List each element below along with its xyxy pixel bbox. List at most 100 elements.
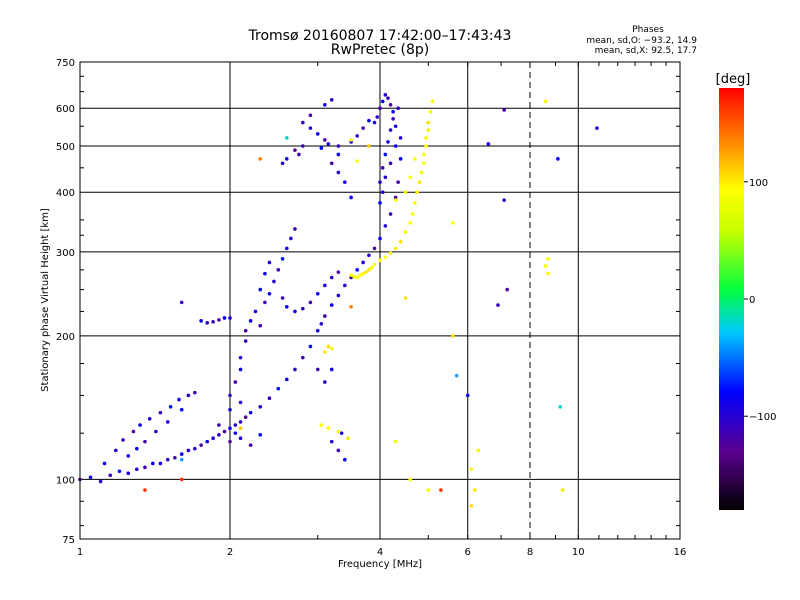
y-axis-label: Stationary phase Virtual Height [km] (40, 208, 51, 392)
o-mode-point (308, 126, 313, 130)
o-mode-point (193, 446, 197, 451)
o-mode-point (143, 439, 147, 444)
x-tick-label: 8 (527, 547, 533, 558)
o-mode-point (329, 439, 334, 444)
o-mode-point (173, 455, 177, 460)
o-mode-point (233, 431, 238, 435)
x-tick-label: 10 (572, 547, 585, 558)
x-mode-point (323, 350, 327, 354)
o-mode-point (280, 296, 285, 300)
o-mode-point (258, 287, 263, 292)
x-mode-point (403, 230, 408, 234)
x-mode-point (372, 262, 377, 267)
o-mode-point (323, 380, 327, 384)
o-mode-point (293, 148, 297, 152)
noise-point (284, 136, 289, 140)
o-mode-point (329, 161, 334, 166)
o-mode-point (238, 400, 243, 405)
phases-x-stats: mean, sd,X: 92.5, 17.7 (595, 46, 697, 56)
o-mode-point (243, 415, 248, 420)
o-mode-point (263, 271, 267, 276)
x-tick-label: 16 (674, 547, 687, 558)
o-mode-point (393, 144, 398, 148)
o-mode-point (308, 300, 313, 305)
o-mode-point (165, 457, 170, 462)
x-mode-point (326, 426, 331, 431)
o-mode-point (222, 316, 227, 320)
o-mode-point (372, 120, 377, 125)
o-mode-point (126, 454, 131, 458)
o-mode-point (134, 446, 139, 451)
o-mode-point (121, 438, 125, 442)
o-mode-point (284, 157, 289, 161)
o-mode-point (284, 246, 289, 251)
o-mode-point (158, 410, 163, 415)
o-mode-point (378, 106, 382, 111)
o-mode-point (329, 303, 334, 307)
o-mode-point (228, 439, 232, 444)
x-mode-point (426, 128, 431, 132)
o-mode-point (383, 175, 388, 180)
x-mode-point (403, 190, 408, 195)
o-mode-point (228, 407, 232, 412)
y-tick-label: 75 (62, 535, 75, 546)
x-mode-point (393, 439, 398, 444)
o-mode-point (301, 306, 305, 311)
o-mode-point (367, 118, 371, 123)
o-mode-point (378, 236, 382, 241)
o-mode-point (556, 157, 560, 161)
o-mode-point (217, 423, 221, 427)
y-tick-label: 500 (56, 142, 75, 153)
o-mode-point (248, 443, 253, 447)
x-mode-point (469, 467, 474, 472)
phases-o-stats: mean, sd,O: −93.2, 14.9 (586, 36, 697, 46)
o-mode-point (217, 433, 221, 437)
x-mode-point (326, 344, 331, 349)
o-mode-point (186, 393, 191, 398)
o-mode-point (380, 166, 385, 170)
x-mode-point (424, 136, 428, 140)
chart-subtitle: RwPretec (8p) (331, 42, 429, 58)
o-mode-point (361, 126, 365, 130)
o-mode-point (315, 291, 320, 296)
o-mode-point (211, 319, 215, 324)
x-mode-point (451, 221, 455, 225)
x-mode-point (355, 159, 359, 163)
o-mode-point (391, 109, 395, 114)
o-mode-point (336, 448, 341, 453)
o-mode-point (186, 448, 191, 453)
x-mode-point (422, 152, 426, 157)
x-mode-point (543, 99, 548, 104)
o-mode-point (393, 124, 398, 129)
x-tick-label: 4 (377, 547, 383, 558)
x-mode-point (346, 436, 350, 441)
grid (80, 62, 680, 539)
o-mode-point (355, 268, 359, 272)
o-mode-point (301, 355, 305, 360)
x-mode-point (398, 239, 403, 244)
o-mode-point (378, 201, 382, 205)
o-mode-point (158, 461, 163, 466)
o-mode-point (329, 275, 334, 280)
o-mode-point (502, 108, 506, 112)
o-mode-point (336, 152, 341, 157)
x-tick-label: 1 (77, 547, 83, 558)
o-mode-point (289, 236, 293, 241)
o-mode-point (323, 283, 327, 288)
y-tick-label: 600 (56, 104, 75, 115)
o-mode-point (284, 305, 289, 309)
o-mode-point (339, 431, 344, 435)
o-mode-point (179, 452, 184, 456)
o-mode-point (326, 142, 331, 146)
o-mode-point (258, 323, 263, 328)
o-mode-point (319, 146, 324, 150)
x-mode-point (410, 212, 415, 216)
o-mode-point (238, 436, 243, 441)
y-tick-label: 100 (56, 475, 75, 486)
o-mode-point (349, 195, 353, 200)
o-mode-point (293, 367, 297, 372)
o-mode-point (319, 321, 324, 326)
o-mode-point (388, 161, 393, 166)
o-mode-point (396, 106, 400, 111)
